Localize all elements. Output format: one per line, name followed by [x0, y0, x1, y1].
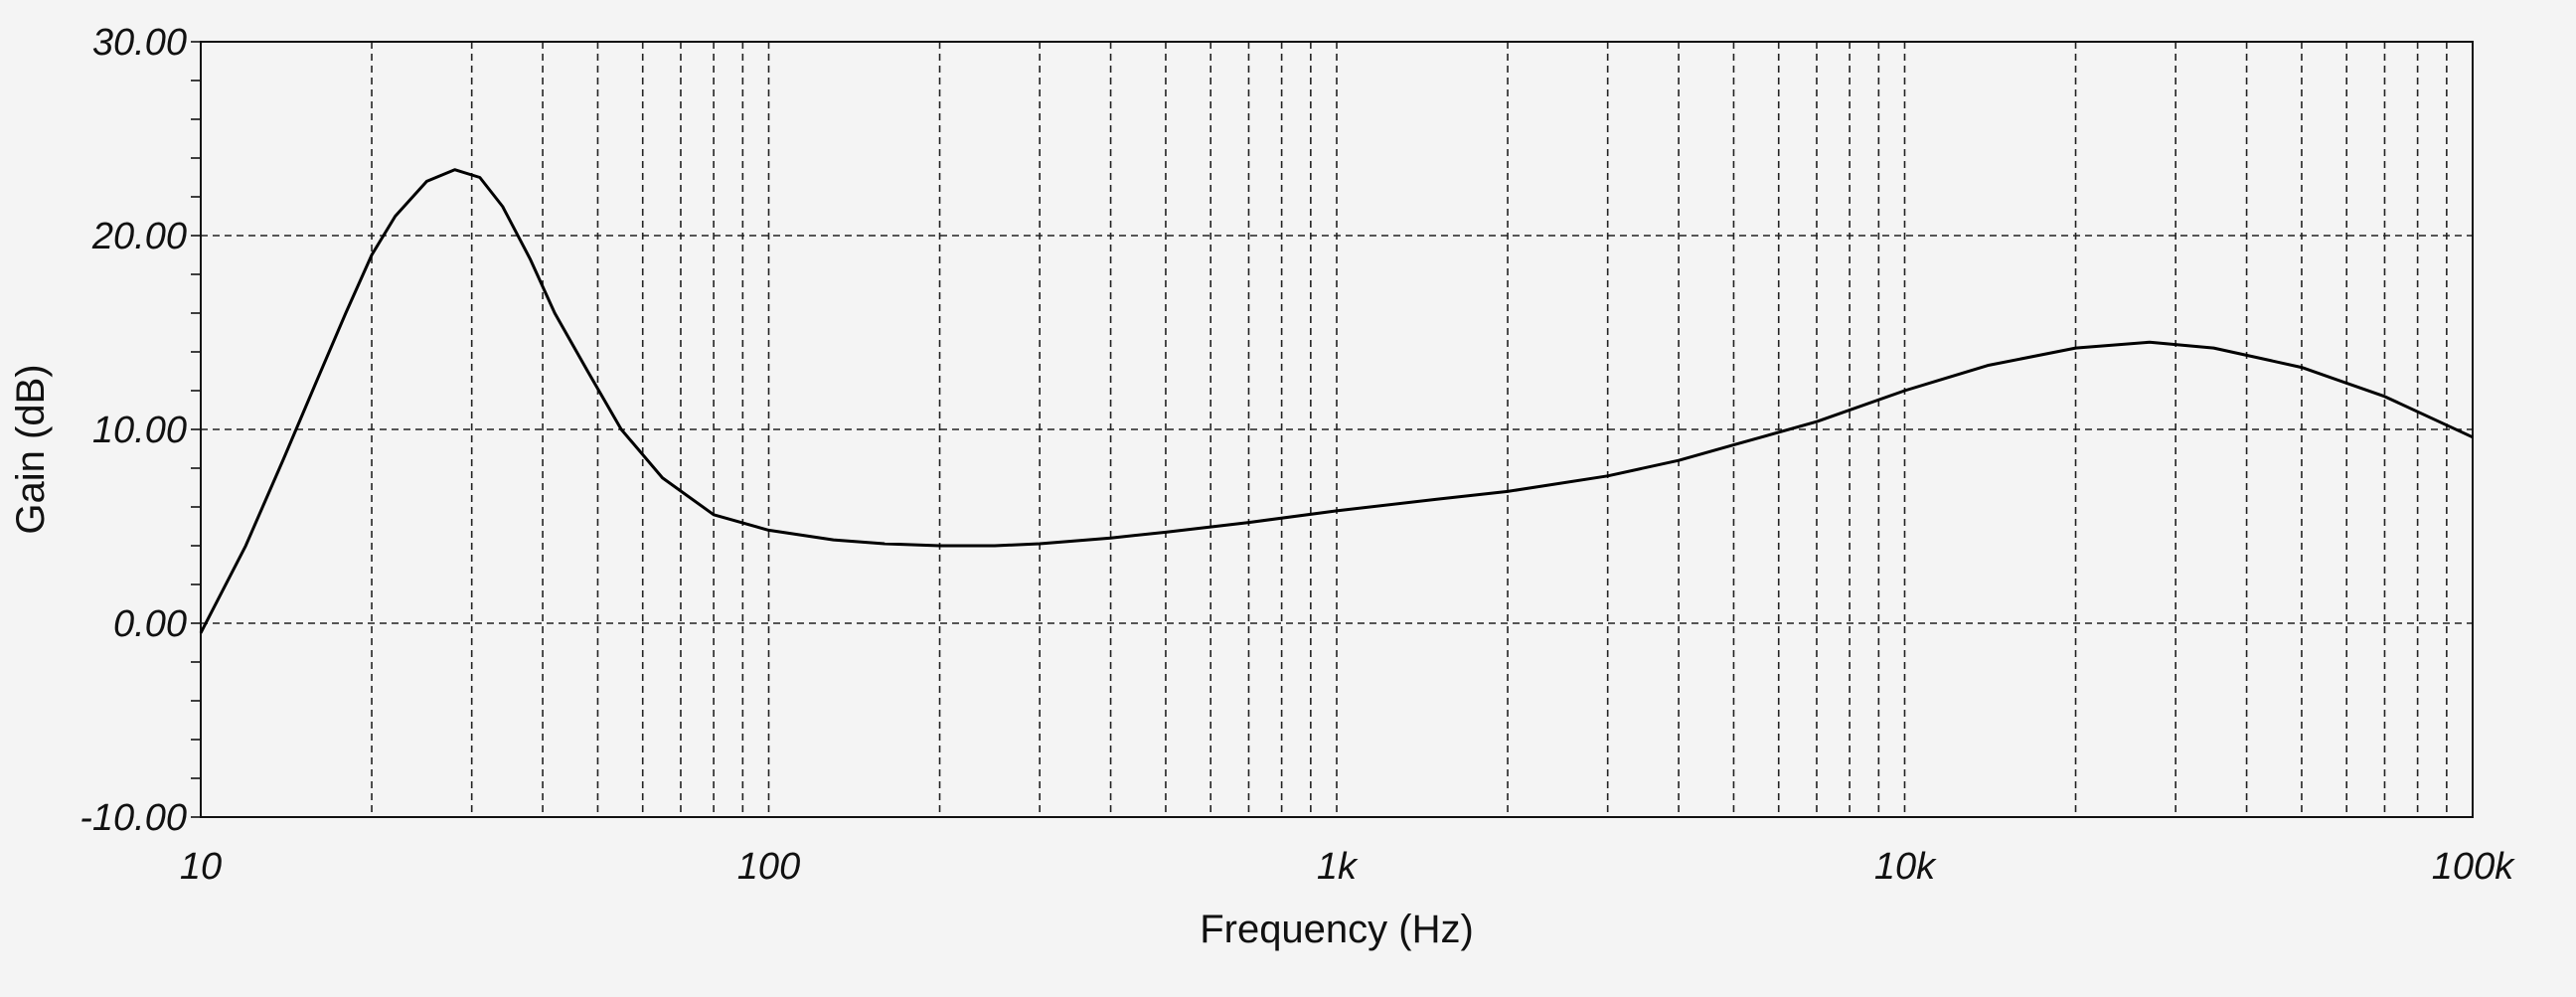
y-axis-title: Gain (dB) [9, 364, 53, 534]
x-tick-label: 10 [180, 846, 222, 888]
y-tick-labels: 30.00 20.00 10.00 0.00 -10.00 [80, 22, 187, 839]
x-tick-label: 10k [1874, 846, 1937, 888]
y-tick-label: 10.00 [92, 410, 187, 451]
grid [201, 42, 2473, 817]
y-tick-label: 0.00 [113, 603, 187, 645]
x-axis-title: Frequency (Hz) [1200, 908, 1474, 951]
x-tick-label: 100k [2432, 846, 2515, 888]
y-tick-label: 30.00 [92, 22, 187, 64]
y-minor-ticks [191, 41, 201, 818]
x-tick-label: 1k [1317, 846, 1359, 888]
y-tick-label: 20.00 [91, 216, 187, 257]
y-tick-label: -10.00 [80, 797, 187, 839]
x-tick-labels: 10 100 1k 10k 100k [180, 846, 2515, 888]
x-tick-label: 100 [737, 846, 800, 888]
series-layer [199, 168, 2474, 634]
gain-curve-line [199, 168, 2474, 634]
